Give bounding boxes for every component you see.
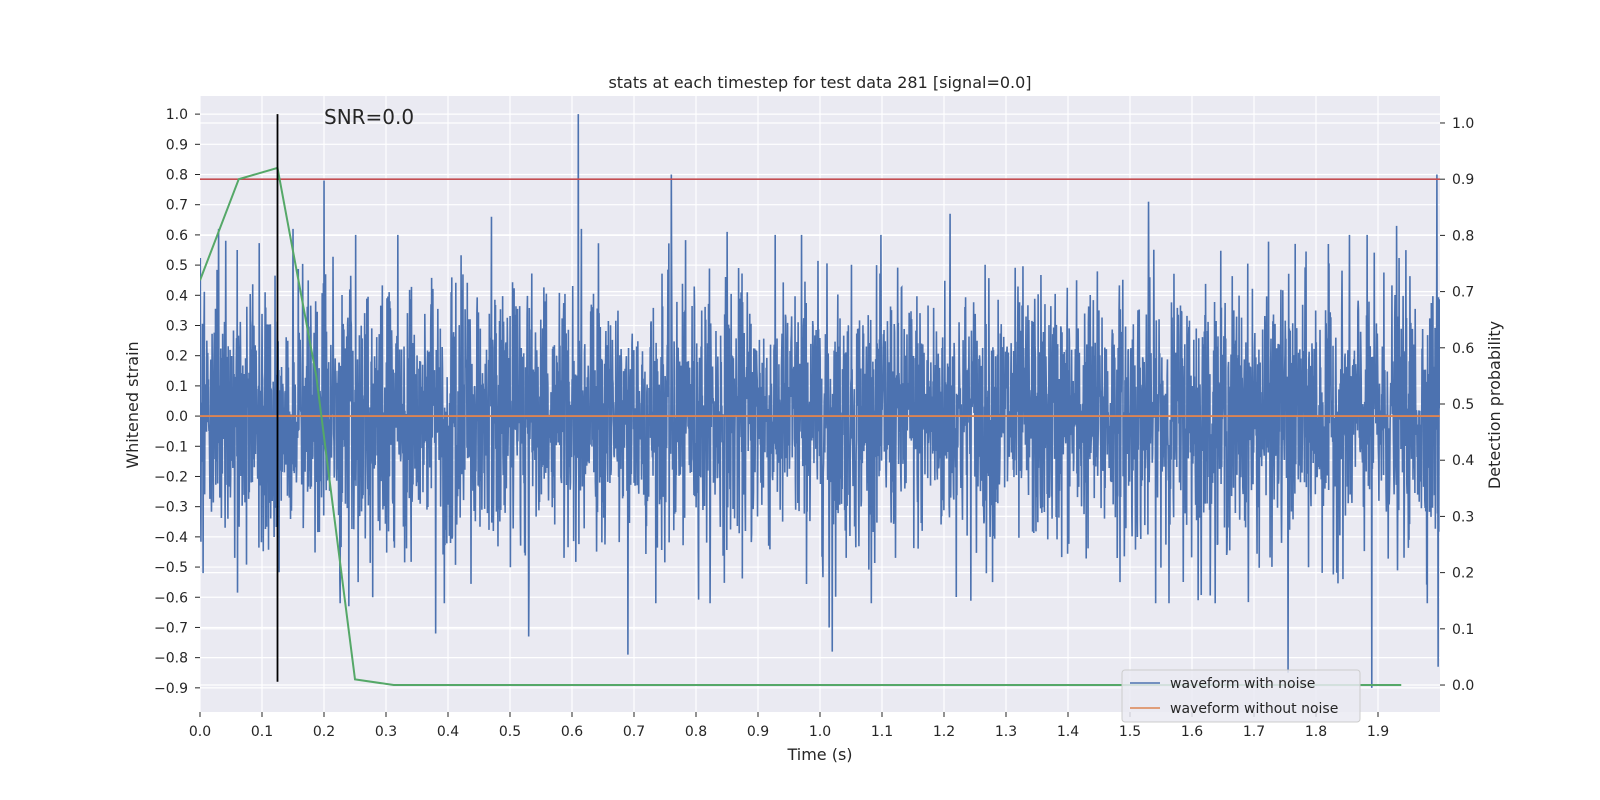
y-axis-left: 1.0 0.9 0.8 0.7 0.6 0.5 0.4 0.3 0.2 0.1 0.0 −0.1 −0.… [154, 107, 200, 697]
y-tick-label: −0.8 [154, 651, 188, 667]
x-tick-label: 0.4 [437, 724, 459, 740]
y-tick-label: 0.3 [166, 318, 188, 334]
x-tick-label: 0.8 [685, 724, 707, 740]
y2-tick-label: 0.9 [1452, 172, 1474, 188]
y2-tick-label: 0.4 [1452, 453, 1474, 469]
x-tick-label: 1.4 [1057, 724, 1079, 740]
legend-label-clean: waveform without noise [1170, 701, 1338, 717]
x-tick-label: 0.2 [313, 724, 335, 740]
x-tick-label: 1.0 [809, 724, 831, 740]
x-tick-label: 0.5 [499, 724, 521, 740]
y2-tick-label: 0.8 [1452, 228, 1474, 244]
x-tick-label: 0.9 [747, 724, 769, 740]
y-tick-label: −0.1 [154, 439, 188, 455]
series-waveform-with-noise [200, 114, 1440, 688]
x-tick-label: 1.5 [1119, 724, 1141, 740]
y-tick-label: 0.7 [166, 198, 188, 214]
x-tick-label: 0.3 [375, 724, 397, 740]
x-tick-label: 1.7 [1243, 724, 1265, 740]
chart-title: stats at each timestep for test data 281… [608, 73, 1031, 92]
legend-box [1121, 669, 1361, 723]
legend-label-noise: waveform with noise [1170, 676, 1315, 692]
y-tick-label: −0.2 [154, 469, 188, 485]
y2-tick-label: 0.7 [1452, 285, 1474, 301]
y-tick-label: 0.5 [166, 258, 188, 274]
x-tick-label: 1.3 [995, 724, 1017, 740]
y2-tick-label: 0.3 [1452, 509, 1474, 525]
y2-tick-label: 0.1 [1452, 622, 1474, 638]
y2-tick-label: 1.0 [1452, 116, 1474, 132]
y-tick-label: 0.9 [166, 137, 188, 153]
y-tick-label: 0.0 [166, 409, 188, 425]
x-tick-label: 0.0 [189, 724, 211, 740]
y-tick-label: 0.2 [166, 349, 188, 365]
y2-tick-label: 0.6 [1452, 341, 1474, 357]
y-axis-right: 1.0 0.9 0.8 0.7 0.6 0.5 0.4 0.3 0.2 0.1 0.0 [1440, 116, 1474, 694]
y-tick-label: −0.6 [154, 590, 188, 606]
y2-tick-label: 0.2 [1452, 566, 1474, 582]
y-tick-label: 0.1 [166, 379, 188, 395]
y-tick-label: −0.5 [154, 560, 188, 576]
y2-tick-label: 0.5 [1452, 397, 1474, 413]
y2-tick-label: 0.0 [1452, 678, 1474, 694]
y-axis-label: Whitened strain [123, 341, 142, 468]
y2-axis-label: Detection probability [1485, 321, 1504, 489]
y-tick-label: −0.3 [154, 500, 188, 516]
x-axis-label: Time (s) [786, 745, 852, 764]
y-tick-label: −0.4 [154, 530, 188, 546]
x-tick-label: 1.1 [871, 724, 893, 740]
plot-content [200, 114, 1440, 688]
x-tick-label: 1.2 [933, 724, 955, 740]
x-tick-label: 0.6 [561, 724, 583, 740]
x-axis: 0.0 0.1 0.2 0.3 0.4 0.5 0.6 0.7 0.8 0.9 1.0 1.1 1.2 1… [189, 712, 1389, 740]
x-tick-label: 1.6 [1181, 724, 1203, 740]
y-tick-label: −0.7 [154, 620, 188, 636]
x-tick-label: 1.9 [1367, 724, 1389, 740]
legend: waveform with noise waveform without noi… [1121, 669, 1361, 723]
x-tick-label: 0.1 [251, 724, 273, 740]
y-tick-label: 1.0 [166, 107, 188, 123]
snr-annotation: SNR=0.0 [324, 105, 414, 129]
x-tick-label: 0.7 [623, 724, 645, 740]
y-tick-label: 0.8 [166, 168, 188, 184]
y-tick-label: 0.6 [166, 228, 188, 244]
y-tick-label: 0.4 [166, 288, 188, 304]
y-tick-label: −0.9 [154, 681, 188, 697]
x-tick-label: 1.8 [1305, 724, 1327, 740]
